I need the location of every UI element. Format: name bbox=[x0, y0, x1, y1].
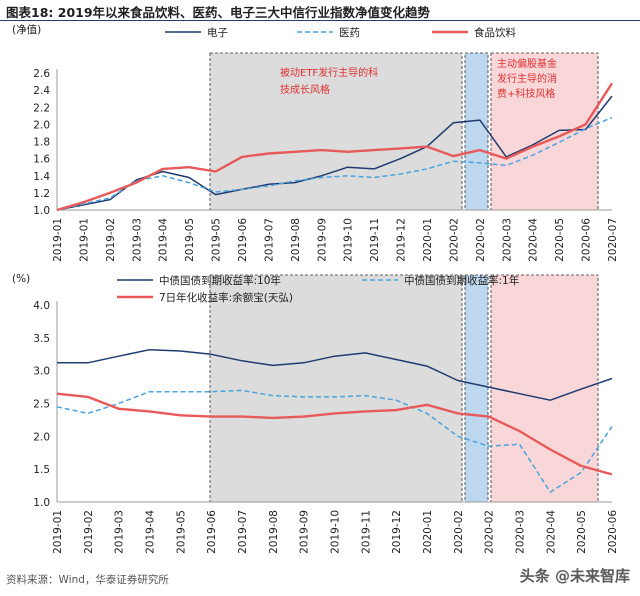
x-tick-label: 2019-01 bbox=[52, 218, 64, 262]
y-tick-label: 2.4 bbox=[33, 85, 50, 97]
x-tick-label: 2020-07 bbox=[607, 218, 619, 262]
x-tick-label: 2020-02 bbox=[484, 510, 496, 554]
figure-header: 图表18: 2019年以来食品饮料、医药、电子三大中信行业指数净值变化趋势 bbox=[0, 0, 640, 21]
x-tick-label: 2019-03 bbox=[114, 510, 126, 554]
legend-label: 食品饮料 bbox=[474, 26, 516, 39]
shaded-region-blue bbox=[464, 52, 489, 211]
y-tick-label: 1.4 bbox=[33, 171, 50, 183]
y-tick-label: 3.0 bbox=[33, 366, 50, 378]
x-tick-label: 2019-12 bbox=[391, 510, 403, 554]
legend-label: 中债国债到期收益率:10年 bbox=[159, 274, 281, 287]
x-tick-label: 2020-06 bbox=[607, 510, 619, 554]
x-tick-label: 2019-11 bbox=[360, 510, 372, 554]
figure-title: 图表18: 2019年以来食品饮料、医药、电子三大中信行业指数净值变化趋势 bbox=[6, 5, 431, 20]
x-tick-label: 2019-07 bbox=[237, 510, 249, 554]
x-tick-label: 2019-06 bbox=[237, 218, 249, 262]
x-tick-label: 2019-09 bbox=[316, 218, 328, 262]
x-tick-label: 2020-03 bbox=[515, 510, 527, 554]
x-tick-label: 2019-05 bbox=[184, 218, 196, 262]
x-tick-label: 2019-02 bbox=[83, 510, 95, 554]
x-tick-label: 2020-06 bbox=[581, 218, 593, 262]
x-tick-label: 2019-02 bbox=[105, 218, 117, 262]
annotation-etf-text: 技成长风格 bbox=[280, 83, 330, 96]
y-tick-label: 2.2 bbox=[33, 102, 50, 114]
y-tick-label: 1.2 bbox=[33, 188, 50, 200]
annotation-active-text: 发行主导的消 bbox=[497, 72, 557, 85]
y-tick-label: 4.0 bbox=[33, 300, 50, 312]
y-tick-label: 1.0 bbox=[33, 205, 50, 217]
watermark: 头条 @未来智库 bbox=[519, 567, 630, 585]
x-tick-label: 2019-11 bbox=[369, 218, 381, 262]
y-tick-label: 2.6 bbox=[33, 68, 50, 80]
y-tick-label: 1.5 bbox=[33, 464, 50, 476]
annotation-active-text: 费+科技风格 bbox=[497, 87, 555, 100]
shaded-region-gray bbox=[209, 52, 463, 211]
y-tick-label: 2.0 bbox=[33, 431, 50, 443]
y-tick-label: 1.8 bbox=[33, 137, 50, 149]
x-tick-label: 2019-08 bbox=[290, 218, 302, 262]
x-tick-label: 2019-05 bbox=[211, 218, 223, 262]
x-tick-label: 2020-02 bbox=[448, 218, 460, 262]
shaded-region-gray bbox=[209, 274, 463, 503]
legend-label: 电子 bbox=[207, 26, 228, 39]
y-tick-label: 1.6 bbox=[33, 154, 50, 166]
x-tick-label: 2019-06 bbox=[206, 510, 218, 554]
annotation-etf-text: 被动ETF发行主导的科 bbox=[280, 66, 378, 79]
x-tick-label: 2020-04 bbox=[528, 218, 540, 262]
x-tick-label: 2020-01 bbox=[422, 218, 434, 262]
x-tick-label: 2020-05 bbox=[554, 218, 566, 262]
x-tick-label: 2020-02 bbox=[453, 510, 465, 554]
x-tick-label: 2020-02 bbox=[475, 218, 487, 262]
y-tick-label: 2.5 bbox=[33, 399, 50, 411]
y-axis-label: (净值) bbox=[12, 23, 41, 36]
x-tick-label: 2019-09 bbox=[299, 510, 311, 554]
x-tick-label: 2019-05 bbox=[175, 510, 187, 554]
shaded-region-blue bbox=[464, 274, 489, 503]
chart-canvas: 1.0 1.2 1.4 1.6 1.8 2.0 2.2 2.4 2.6 (净值) 2019-01 20… bbox=[12, 23, 619, 554]
x-tick-label: 2019-03 bbox=[131, 218, 143, 262]
x-tick-label: 2019-04 bbox=[158, 218, 170, 262]
x-tick-label: 2019-01 bbox=[52, 510, 64, 554]
x-tick-label: 2020-03 bbox=[501, 218, 513, 262]
source-note: 资料来源：Wind，华泰证券研究所 bbox=[6, 574, 169, 586]
x-tick-label: 2020-04 bbox=[545, 510, 557, 554]
y-axis-label: (%) bbox=[12, 273, 30, 285]
series-line-1 bbox=[56, 116, 613, 211]
y-tick-label: 1.0 bbox=[33, 497, 50, 509]
x-tick-label: 2019-10 bbox=[343, 218, 355, 262]
x-tick-label: 2019-08 bbox=[268, 510, 280, 554]
legend-label: 医药 bbox=[339, 27, 360, 39]
annotation-active-text: 主动偏股基金 bbox=[497, 57, 557, 70]
x-tick-label: 2019-10 bbox=[330, 510, 342, 554]
x-tick-label: 2019-04 bbox=[145, 510, 157, 554]
x-tick-label: 2019-07 bbox=[263, 218, 275, 262]
series-line-2 bbox=[56, 82, 614, 212]
y-tick-label: 3.5 bbox=[33, 333, 50, 345]
shaded-region-pink bbox=[490, 52, 599, 211]
x-tick-label: 2020-01 bbox=[422, 510, 434, 554]
y-tick-label: 2.0 bbox=[33, 119, 50, 131]
legend-label: 7日年化收益率:余额宝(天弘) bbox=[159, 291, 293, 304]
x-tick-label: 2019-12 bbox=[396, 218, 408, 262]
x-tick-label: 2020-05 bbox=[576, 510, 588, 554]
x-tick-label: 2019-01 bbox=[78, 218, 90, 262]
legend-label: 中债国债到期收益率:1年 bbox=[404, 274, 519, 287]
